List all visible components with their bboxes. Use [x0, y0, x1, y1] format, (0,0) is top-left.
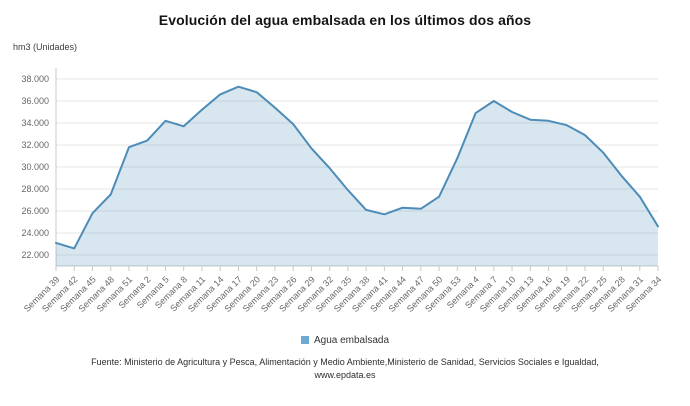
legend-label: Agua embalsada [313, 335, 390, 346]
y-axis-title: hm3 (Unidades) [13, 42, 78, 52]
legend-item-agua-embalsada[interactable]: Agua embalsada [0, 335, 690, 346]
y-gridlines: 22.000 24.000 26.000 28.000 30.000 32.000 34.0… [21, 74, 658, 260]
series-area-agua-embalsada [56, 86, 658, 266]
y-tick-label: 32.000 [21, 140, 49, 150]
y-tick-label: 30.000 [21, 162, 49, 172]
y-tick-label: 28.000 [21, 184, 49, 194]
y-tick-label: 24.000 [21, 228, 49, 238]
source-url: www.epdata.es [314, 370, 376, 380]
y-tick-label: 22.000 [21, 250, 49, 260]
chart-title: Evolución del agua embalsada en los últi… [158, 12, 532, 28]
y-tick-label: 34.000 [21, 118, 49, 128]
source-note: Fuente: Ministerio de Agricultura y Pesc… [0, 356, 690, 382]
y-tick-label: 36.000 [21, 96, 49, 106]
y-tick-label: 26.000 [21, 206, 49, 216]
source-line: Fuente: Ministerio de Agricultura y Pesc… [91, 357, 599, 367]
y-tick-label: 38.000 [21, 74, 49, 84]
series-line-agua-embalsada [55, 85, 659, 250]
area-chart: 22.000 24.000 26.000 28.000 30.000 32.000 34.0… [21, 68, 663, 314]
legend-swatch-icon [300, 335, 309, 344]
